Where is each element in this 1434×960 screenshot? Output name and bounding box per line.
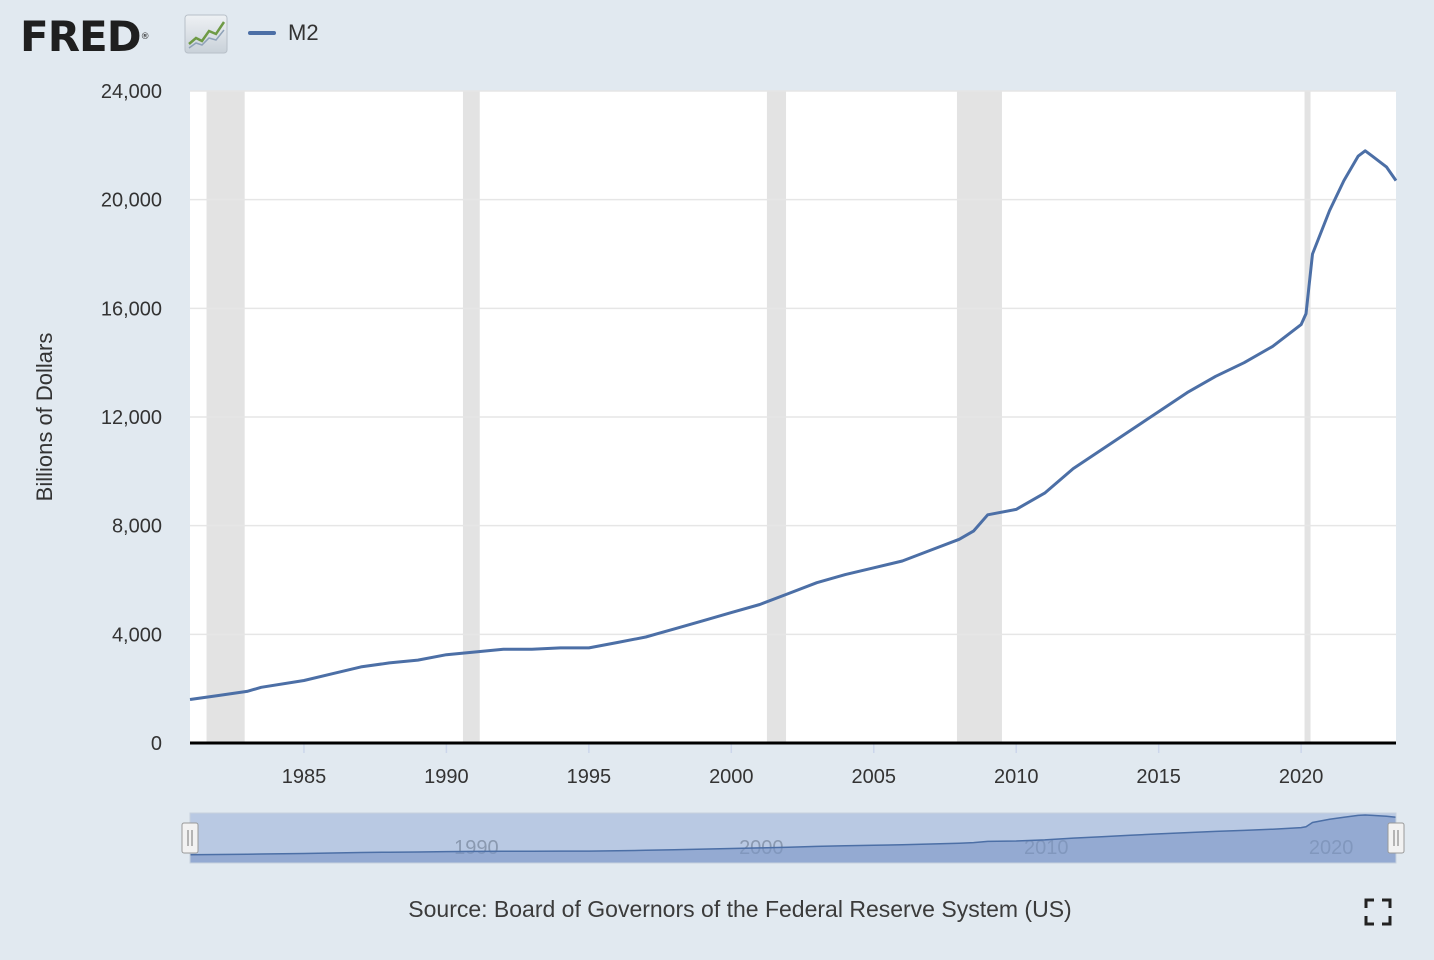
x-tick-label: 2020 bbox=[1279, 766, 1324, 788]
y-tick-label: 24,000 bbox=[101, 81, 162, 103]
x-axis-tick-labels: 1985 1990 1995 2000 2005 2010 2015 2020 bbox=[282, 743, 1324, 788]
fullscreen-icon[interactable] bbox=[1363, 897, 1393, 927]
y-tick-label: 20,000 bbox=[101, 190, 162, 212]
series-line-m2 bbox=[189, 149, 1398, 701]
source-note: Source: Board of Governors of the Federa… bbox=[408, 896, 1072, 922]
y-axis-tick-labels: 0 4,000 8,000 12,000 16,000 20,000 24,000 bbox=[101, 81, 162, 755]
y-tick-label: 0 bbox=[151, 733, 162, 755]
y-tick-label: 8,000 bbox=[112, 516, 162, 538]
x-tick-label: 1995 bbox=[567, 766, 612, 788]
legend-label: M2 bbox=[288, 20, 319, 45]
x-tick-label: 2005 bbox=[852, 766, 897, 788]
navigator[interactable]: 1990200020102020 bbox=[181, 812, 1405, 864]
x-tick-label: 2010 bbox=[994, 766, 1039, 788]
fred-logo-text: FRED bbox=[20, 12, 142, 61]
navigator-line bbox=[189, 814, 1397, 856]
line-chart-icon bbox=[184, 14, 228, 54]
m2-chart: 0 4,000 8,000 12,000 16,000 20,000 24,000 1985… bbox=[32, 81, 1405, 864]
navigator-handle-left[interactable] bbox=[181, 822, 199, 854]
y-tick-label: 4,000 bbox=[112, 624, 162, 646]
gridlines bbox=[190, 90, 1396, 636]
navigator-area bbox=[190, 815, 1396, 863]
x-tick-label: 1985 bbox=[282, 766, 327, 788]
x-tick-label: 1990 bbox=[424, 766, 469, 788]
registered-mark: ® bbox=[140, 32, 150, 42]
navigator-handle-right[interactable] bbox=[1387, 822, 1405, 854]
fred-logo[interactable]: FRED® bbox=[20, 12, 150, 62]
legend-swatch bbox=[248, 31, 276, 35]
legend[interactable]: M2 bbox=[248, 18, 319, 48]
x-tick-label: 2000 bbox=[709, 766, 754, 788]
y-tick-label: 16,000 bbox=[101, 298, 162, 320]
y-axis-label: Billions of Dollars bbox=[32, 333, 57, 502]
y-tick-label: 12,000 bbox=[101, 407, 162, 429]
x-tick-label: 2015 bbox=[1136, 766, 1181, 788]
